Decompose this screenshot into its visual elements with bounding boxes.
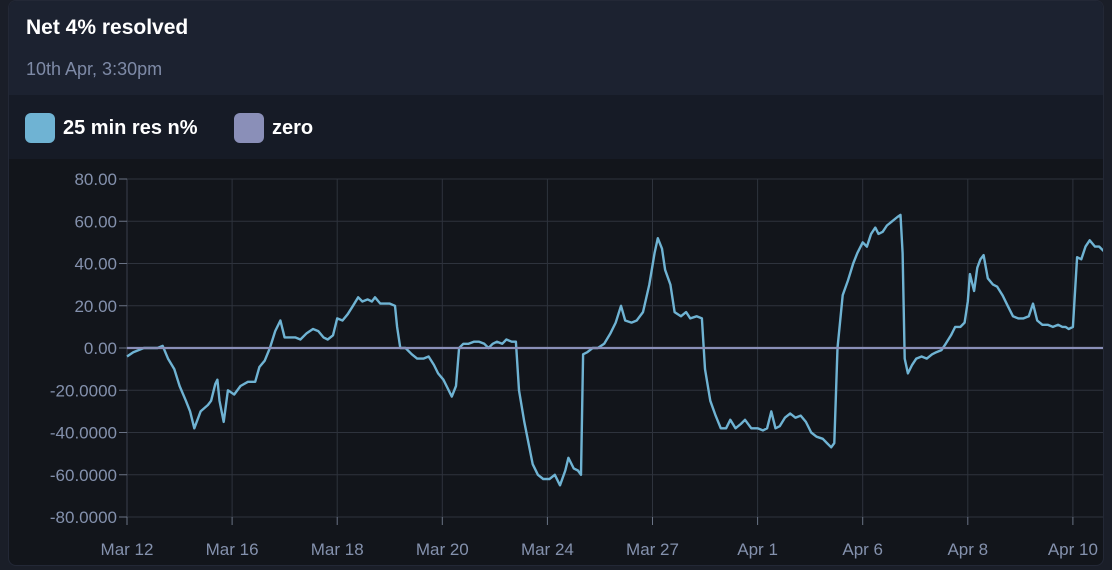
- y-tick-label: 60.00: [74, 212, 117, 231]
- x-tick-label: Apr 8: [947, 540, 988, 559]
- series-lines: [126, 213, 1103, 487]
- chart-title: Net 4% resolved: [26, 16, 189, 39]
- y-tick-label: 20.00: [74, 297, 117, 316]
- plot-area: 80.00 60.00 40.00 20.00 0.00 -20.0000 -40.0000…: [50, 170, 1103, 559]
- y-tick-label: 40.00: [74, 255, 117, 274]
- y-axis-ticks: 80.00 60.00 40.00 20.00 0.00 -20.0000 -40.0000…: [50, 170, 127, 527]
- y-tick-label: 80.00: [74, 170, 117, 189]
- legend-swatch-zero: [234, 113, 264, 143]
- y-tick-label: -40.0000: [50, 424, 117, 443]
- x-tick-label: Mar 16: [206, 540, 259, 559]
- x-tick-label: Apr 6: [842, 540, 883, 559]
- series-line-25-min-res: [126, 213, 1103, 487]
- chart-subtitle: 10th Apr, 3:30pm: [26, 59, 163, 79]
- x-tick-label: Apr 1: [737, 540, 778, 559]
- x-tick-label: Mar 12: [101, 540, 154, 559]
- legend-label-series: 25 min res n%: [63, 116, 198, 139]
- x-tick-label: Apr 10: [1048, 540, 1098, 559]
- y-tick-label: 0.00: [84, 339, 117, 358]
- chart-legend: 25 min res n% zero: [9, 95, 1103, 159]
- x-tick-label: Mar 20: [416, 540, 469, 559]
- y-tick-label: -60.0000: [50, 466, 117, 485]
- x-tick-label: Mar 27: [626, 540, 679, 559]
- legend-label-zero: zero: [272, 116, 314, 139]
- x-tick-label: Mar 18: [311, 540, 364, 559]
- y-tick-label: -80.0000: [50, 508, 117, 527]
- chart-card: Net 4% resolved 10th Apr, 3:30pm 25 min …: [8, 0, 1104, 566]
- chart-header: Net 4% resolved 10th Apr, 3:30pm: [9, 1, 1103, 95]
- y-tick-label: -20.0000: [50, 381, 117, 400]
- x-axis-ticks: Mar 12 Mar 16 Mar 18 Mar 20 Mar 24 Mar 27 Apr …: [101, 517, 1098, 559]
- legend-item-series[interactable]: 25 min res n%: [25, 113, 198, 143]
- legend-swatch-series: [25, 113, 55, 143]
- legend-item-zero[interactable]: zero: [234, 113, 313, 143]
- x-tick-label: Mar 24: [521, 540, 574, 559]
